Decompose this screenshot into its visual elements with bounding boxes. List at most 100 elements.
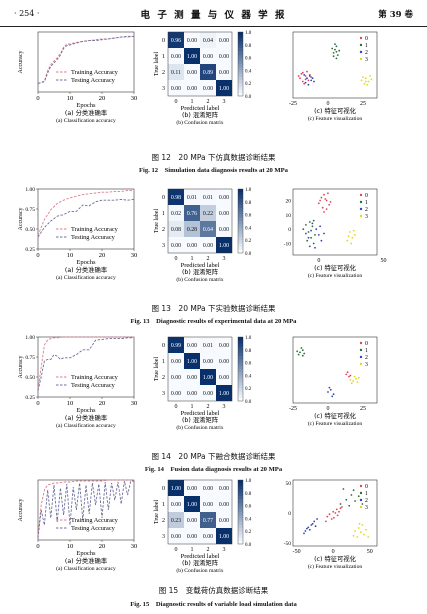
scatter-point-class-3 (367, 80, 370, 83)
x-axis-label: Predicted label (181, 553, 220, 560)
scatter-point-class-3 (358, 522, 361, 525)
legend-label: Testing Accuracy (71, 234, 116, 241)
heatmap-frame (167, 479, 233, 545)
colorbar-segment (238, 189, 243, 193)
x-tick-label: 0 (36, 543, 39, 550)
heatmap-cell-label: 0.00 (187, 391, 197, 397)
heatmap-cell-label: 0.98 (171, 195, 181, 201)
colorbar-segment (238, 359, 243, 363)
x-tick-label: 2 (207, 404, 210, 410)
x-tick-label: 3 (223, 256, 226, 262)
scatter-point-class-1 (336, 54, 339, 56)
colorbar-segment (238, 537, 243, 542)
heatmap-cell-label: 0.64 (203, 227, 213, 233)
scatter-point-class-2 (303, 532, 305, 535)
scatter-point-class-0 (325, 520, 327, 523)
colorbar-segment (238, 397, 243, 402)
figure-13-caption-en: Fig. 13 Diagnostic results of experiment… (130, 318, 297, 325)
colorbar-segment (238, 44, 243, 49)
colorbar-segment (238, 369, 243, 373)
colorbar-segment (238, 381, 243, 386)
colorbar-segment (238, 208, 243, 212)
colorbar-segment (238, 41, 243, 46)
x-tick-label: 50 (367, 549, 373, 555)
y-tick-label: 2 (162, 70, 165, 76)
x-tick-label: 25 (360, 406, 366, 412)
heatmap-cell-label: 0.00 (219, 70, 229, 76)
x-tick-label: 20 (99, 543, 106, 550)
scatter-point-class-3 (357, 527, 360, 529)
heatmap-cell-label: 0.00 (187, 518, 197, 524)
x-tick-label: 1 (191, 404, 194, 410)
scatter-point-class-1 (332, 55, 335, 58)
scatter-point-class-2 (308, 528, 311, 531)
x-axis-label: Predicted label (181, 262, 220, 269)
scatter-point-class-2 (314, 246, 316, 249)
scatter-point-class-3 (360, 531, 362, 534)
figure-12: 0 10 20 30 Epochs Accuracy Training Accuracy Te… (0, 30, 427, 147)
heatmap-cell-label: 1.00 (219, 534, 229, 540)
colorbar-segment (238, 237, 243, 241)
y-tick-label: 2 (162, 227, 165, 233)
heatmap-cell-label: 1.00 (187, 502, 197, 508)
heatmap-cell (168, 48, 184, 64)
scatter-point-class-1 (308, 221, 311, 223)
plot-frame (37, 31, 135, 93)
colorbar-tick-label: 0.8 (245, 201, 252, 206)
colorbar-segment (238, 67, 243, 71)
colorbar-tick-label: 0.0 (245, 252, 252, 257)
scatter-point-class-2 (320, 239, 323, 242)
heatmap-cell (168, 496, 184, 512)
legend-label: 1 (365, 43, 368, 49)
heatmap-cell-label: 0.00 (219, 195, 229, 201)
scatter-point-class-0 (323, 193, 325, 196)
scatter-point-class-1 (310, 236, 312, 239)
colorbar-segment (238, 337, 243, 341)
colorbar-segment (238, 221, 243, 225)
heatmap-frame (167, 31, 233, 97)
heatmap-cell (200, 189, 216, 205)
scatter-point-class-3 (362, 76, 364, 78)
heatmap-cell (216, 512, 232, 528)
scatter-point-class-3 (349, 231, 351, 233)
scatter-point-class-3 (346, 239, 349, 242)
heatmap-cell-label: 0.01 (203, 343, 213, 349)
scatter-point-class-0 (346, 371, 349, 374)
scatter-point-class-1 (332, 52, 335, 54)
colorbar-segment (238, 86, 243, 90)
heatmap-cell-label: 0.00 (187, 486, 197, 492)
x-tick-label: 2 (207, 99, 210, 105)
colorbar-segment (238, 48, 243, 52)
heatmap-cell (200, 32, 216, 48)
legend-marker (359, 214, 363, 218)
heatmap-cell (184, 337, 200, 353)
heatmap-cell-label: 1.00 (187, 54, 197, 60)
legend-label: 2 (365, 50, 368, 56)
colorbar-segment (238, 64, 243, 68)
scatter-point-class-0 (328, 513, 331, 516)
y-tick-label: 0 (162, 486, 165, 492)
scatter-point-class-1 (335, 50, 338, 53)
y-tick-label: 0 (162, 195, 165, 201)
scatter-point-class-1 (300, 347, 303, 349)
scatter-point-class-3 (363, 533, 365, 536)
scatter-point-class-2 (307, 526, 310, 529)
scatter-point-class-0 (325, 208, 328, 210)
x-tick-label: 2 (207, 547, 210, 553)
colorbar-segment (238, 540, 243, 545)
subcaption-c-en: (c) Feature visualization (308, 563, 363, 570)
colorbar-segment (238, 51, 243, 55)
legend-marker (359, 43, 363, 47)
scatter-point-class-0 (320, 196, 323, 199)
colorbar-segment (238, 499, 243, 503)
subcaption-a-cn: (a) 分类准确率 (65, 265, 107, 274)
legend-label: Testing Accuracy (71, 525, 116, 532)
y-tick-label: 0 (288, 511, 291, 517)
heatmap-cell (184, 205, 200, 221)
subcaption-a-en: (a) Classification accuracy (56, 117, 116, 124)
colorbar-segment (238, 515, 243, 519)
scatter-point-class-1 (357, 495, 360, 498)
heatmap-cell (216, 480, 232, 496)
series-line-testing-accuracy (37, 198, 135, 238)
scatter-point-class-2 (317, 234, 320, 236)
